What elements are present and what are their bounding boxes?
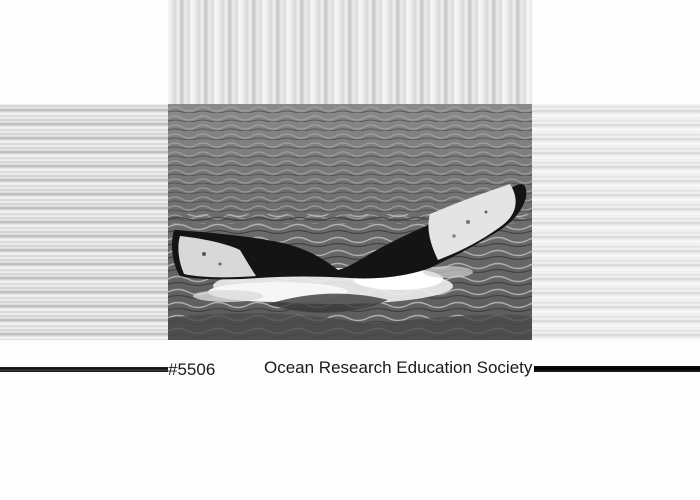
organization-name: Ocean Research Education Society <box>264 358 533 377</box>
whale-tail-icon <box>172 184 527 280</box>
whale-fluke-photo <box>168 104 532 340</box>
scan-artifact-left <box>0 104 168 340</box>
caption-rule-left <box>0 367 168 372</box>
scan-artifact-top <box>168 0 532 104</box>
scan-artifact-right <box>532 104 700 340</box>
photo-id-number: #5506 <box>168 360 216 379</box>
caption-rule-right <box>534 366 700 372</box>
